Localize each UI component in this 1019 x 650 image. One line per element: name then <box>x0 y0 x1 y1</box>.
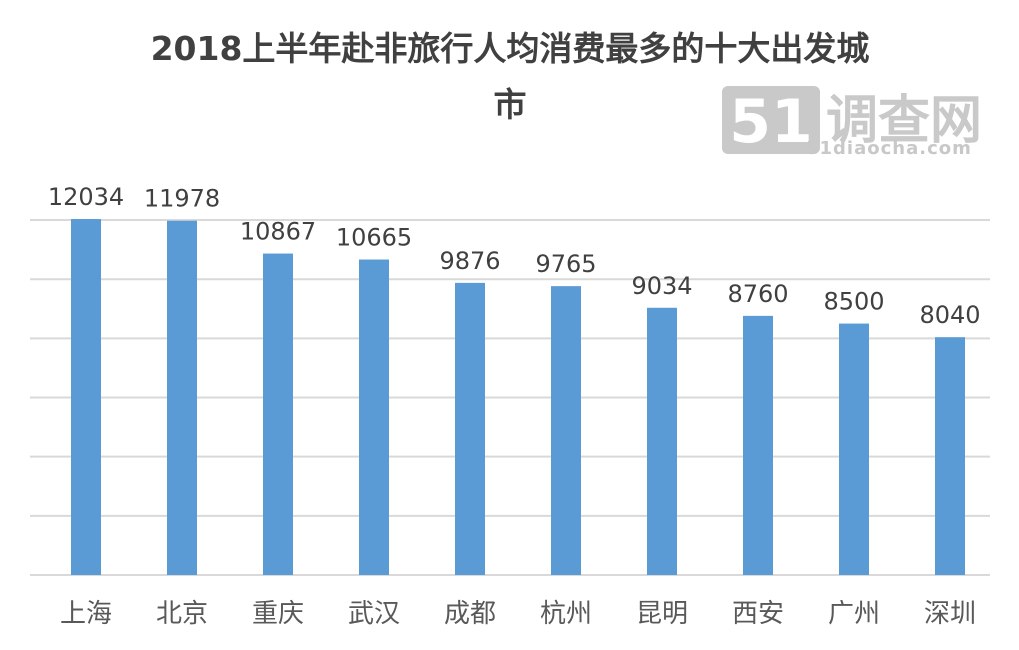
data-label: 8500 <box>823 288 884 316</box>
x-tick-label: 成都 <box>444 599 496 629</box>
data-label: 10665 <box>336 224 412 252</box>
chart-title-line-2: 市 <box>493 85 527 124</box>
data-label: 9765 <box>535 250 596 278</box>
data-label: 9034 <box>631 272 692 300</box>
data-label: 8760 <box>727 280 788 308</box>
x-tick-label: 昆明 <box>636 599 688 629</box>
chart-title-line-1: 2018上半年赴非旅行人均消费最多的十大出发城 <box>150 29 870 68</box>
x-tick-label: 上海 <box>60 599 112 629</box>
bar <box>455 282 485 575</box>
watermark-logo-text: 调查网 <box>826 91 982 151</box>
bar <box>167 220 197 575</box>
x-tick-label: 西安 <box>732 599 784 629</box>
x-tick-label: 深圳 <box>924 599 976 629</box>
bar <box>935 337 965 575</box>
watermark-logo: 51 调查网 <box>722 86 982 157</box>
x-tick-label: 杭州 <box>540 599 592 629</box>
bar <box>839 323 869 575</box>
bar <box>647 307 677 575</box>
data-label: 9876 <box>439 247 500 275</box>
bar <box>551 286 581 575</box>
x-tick-label: 武汉 <box>348 599 400 629</box>
x-tick-label: 广州 <box>828 599 880 629</box>
data-label: 11978 <box>144 185 220 213</box>
data-label: 10867 <box>240 218 316 246</box>
x-tick-label: 重庆 <box>252 599 304 629</box>
bar <box>743 315 773 575</box>
watermark-logo-number: 51 <box>729 87 813 157</box>
bar <box>71 219 101 575</box>
data-label: 8040 <box>919 301 980 329</box>
bar <box>263 253 293 575</box>
x-tick-label: 北京 <box>156 599 208 629</box>
bar <box>359 259 389 575</box>
data-label: 12034 <box>48 183 124 211</box>
watermark-url: 51diaocha.com <box>806 138 972 159</box>
